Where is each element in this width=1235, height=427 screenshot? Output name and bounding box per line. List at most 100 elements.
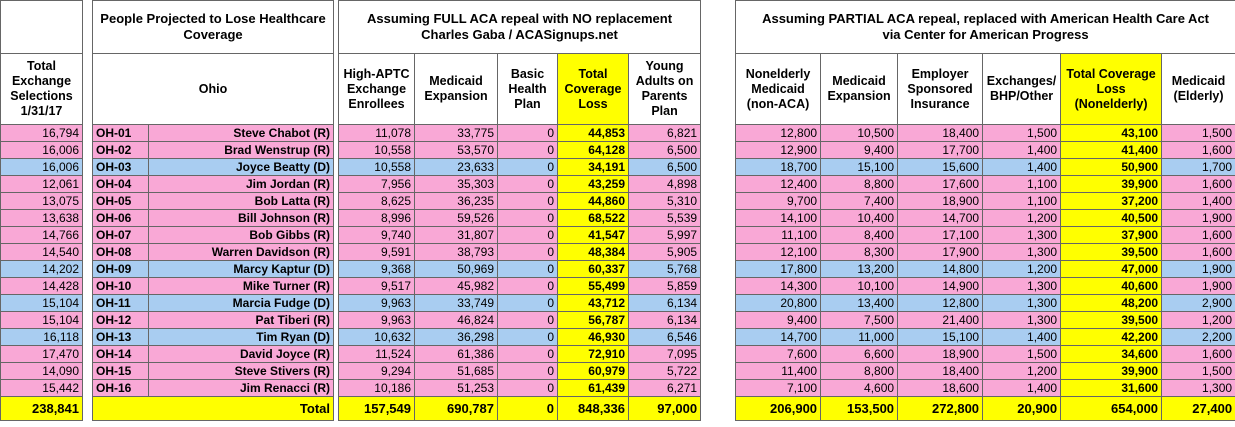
cell-text: 64,128 (588, 143, 625, 157)
cell-text: 1,600 (1202, 245, 1233, 259)
cell-text: Assuming PARTIAL ACA repeal, replaced wi… (762, 11, 1210, 26)
cell-text: 1,500 (1202, 364, 1233, 378)
selections: 17,470 (0, 345, 83, 363)
cell-text: 1,400 (1027, 381, 1058, 395)
value: 8,800 (820, 362, 899, 380)
value: 1,300 (982, 243, 1062, 261)
cell-text: 0 (547, 126, 554, 140)
cell-text: 38,793 (457, 245, 494, 259)
cell-text: 51,253 (457, 381, 494, 395)
cell-text: 1,400 (1027, 143, 1058, 157)
column-header: Medicaid Expansion (820, 53, 899, 125)
cell-text: 14,428 (42, 279, 79, 293)
cell-text: 9,294 (380, 364, 411, 378)
value: 1,300 (982, 226, 1062, 244)
row: 12,061 OH-04 Jim Jordan (R) 7,956 35,303 0 43,… (0, 175, 1235, 193)
cell-text: 1,400 (1027, 160, 1058, 174)
row: 14,202 OH-09 Marcy Kaptur (D) 9,368 50,969 0 6… (0, 260, 1235, 278)
value: 14,300 (735, 277, 822, 295)
cell-text: 14,700 (942, 211, 980, 225)
cell-text: 40,600 (1121, 279, 1159, 293)
value: 61,386 (414, 345, 498, 363)
cell-text: 39,500 (1121, 313, 1159, 327)
value: 0 (497, 328, 558, 346)
value: 38,793 (414, 243, 498, 261)
cell-text: 10,186 (374, 381, 411, 395)
value: 31,600 (1060, 379, 1163, 397)
value: 18,400 (897, 124, 984, 142)
cell-text: Basic Health Plan (508, 66, 547, 111)
value: 14,800 (897, 260, 984, 278)
value: 1,400 (982, 328, 1062, 346)
cell-text: 1,600 (1202, 143, 1233, 157)
cell-text: 37,900 (1121, 228, 1159, 242)
selections: 13,075 (0, 192, 83, 210)
value: 43,100 (1060, 124, 1163, 142)
cell-text: 1,300 (1027, 313, 1058, 327)
value: 8,800 (820, 175, 899, 193)
cell-text: 0 (547, 228, 554, 242)
gap (700, 260, 737, 278)
value: 1,400 (982, 379, 1062, 397)
value: 41,547 (557, 226, 629, 244)
cell-text: 8,996 (380, 211, 411, 225)
cell-text: Ohio (198, 81, 228, 96)
gap (82, 192, 93, 210)
district: OH-08 (92, 243, 149, 261)
cell-text: 61,386 (457, 347, 494, 361)
district: OH-02 (92, 141, 149, 159)
value: 39,500 (1060, 243, 1163, 261)
value: 50,900 (1060, 158, 1163, 176)
value: 9,700 (735, 192, 822, 210)
cell-text: OH-12 (96, 313, 132, 327)
cell-text: 272,800 (932, 400, 980, 416)
cell-text: 48,200 (1121, 296, 1159, 310)
row: 16,006 OH-02 Brad Wenstrup (R) 10,558 53,570… (0, 141, 1235, 159)
cell-text: 15,442 (42, 381, 79, 395)
cell-text: 8,400 (864, 228, 895, 242)
cell-text: Total (299, 400, 330, 416)
cell-text: 13,075 (42, 194, 79, 208)
cell-text: 14,090 (42, 364, 79, 378)
cell-text: 36,298 (457, 330, 494, 344)
cell-text: 1,700 (1202, 160, 1233, 174)
cell-text: 15,104 (42, 296, 79, 310)
cell-text: 18,400 (942, 126, 980, 140)
gap (82, 209, 93, 227)
cell-text: OH-11 (96, 296, 131, 310)
cell-text: Total Exchange Selections 1/31/17 (10, 59, 73, 118)
district: OH-09 (92, 260, 149, 278)
value: 1,300 (982, 311, 1062, 329)
row: 16,118 OH-13 Tim Ryan (D) 10,632 36,298 0 46,9… (0, 328, 1235, 346)
cell-text: 43,712 (588, 296, 625, 310)
cell-text: 2,200 (1202, 330, 1233, 344)
value: 56,787 (557, 311, 629, 329)
cell-text: 1,300 (1027, 296, 1058, 310)
gap (82, 277, 93, 295)
cell-text: 60,337 (588, 262, 625, 276)
value: 11,524 (338, 345, 415, 363)
value: 10,100 (820, 277, 899, 295)
district: OH-13 (92, 328, 149, 346)
cell-text: 12,900 (780, 143, 818, 157)
cell-text: 6,600 (864, 347, 895, 361)
total-value: 848,336 (557, 396, 629, 421)
representative: Marcy Kaptur (D) (148, 260, 334, 278)
value: 1,600 (1161, 141, 1235, 159)
value: 7,095 (627, 345, 702, 363)
cell-text: 4,600 (864, 381, 895, 395)
district: OH-07 (92, 226, 149, 244)
district: OH-16 (92, 379, 149, 397)
gap (82, 124, 93, 142)
cell-text: 34,600 (1121, 347, 1159, 361)
cell-text: 1,100 (1027, 177, 1058, 191)
value: 1,600 (1161, 243, 1235, 261)
value: 0 (497, 277, 558, 295)
representative: Jim Renacci (R) (148, 379, 334, 397)
gap (82, 379, 93, 397)
value: 1,900 (1161, 209, 1235, 227)
cell-text: OH-10 (96, 279, 132, 293)
value: 34,191 (557, 158, 629, 176)
cell-text: 12,061 (42, 177, 79, 191)
cell-text: OH-13 (96, 330, 132, 344)
